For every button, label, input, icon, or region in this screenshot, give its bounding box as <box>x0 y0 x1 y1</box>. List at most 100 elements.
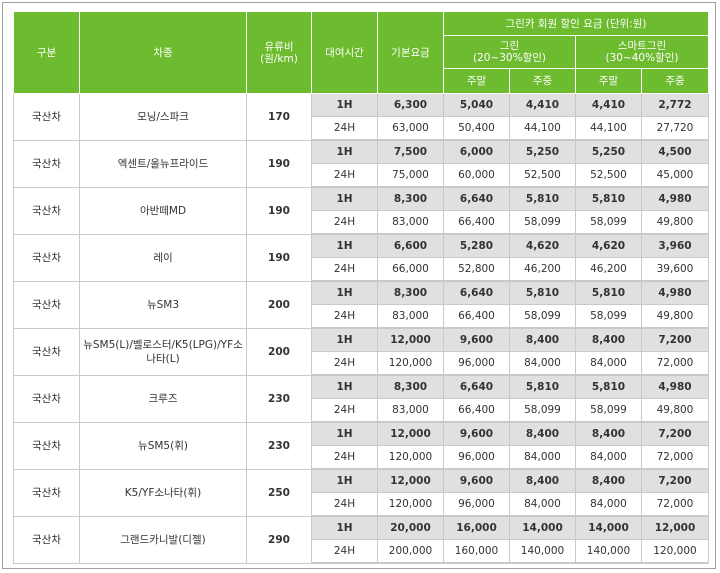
cell-rental-time: 24H <box>311 445 378 470</box>
cell-category: 국산차 <box>13 327 80 376</box>
table-body: 국산차 모닝/스파크 170 1H 6,300 5,040 4,410 4,410 2,772 2… <box>13 93 710 564</box>
cell-smart-weekend: 46,200 <box>575 257 642 282</box>
cell-category: 국산차 <box>13 468 80 517</box>
cell-fuel-cost: 170 <box>246 93 312 141</box>
cell-smart-weekend: 84,000 <box>575 445 642 470</box>
cell-rental-time: 24H <box>311 163 378 188</box>
table-row: 국산차 레이 190 1H 6,600 5,280 4,620 4,620 3,960 <box>13 233 710 282</box>
cell-rental-time: 24H <box>311 116 378 141</box>
cell-base-fee: 120,000 <box>377 351 444 376</box>
table-row: 국산차 뉴SM5(L)/벨로스터/K5(LPG)/YF소나타(L) 200 1H 12,… <box>13 327 710 376</box>
cell-base-fee: 83,000 <box>377 210 444 235</box>
cell-smart-weekend: 140,000 <box>575 539 642 564</box>
header-green-text: 그린 (20~30%할인) <box>472 40 546 64</box>
header-car-model: 차종 <box>79 11 247 94</box>
table-row: 국산차 크루즈 230 1H 8,300 6,640 5,810 5,810 4,980 <box>13 374 710 423</box>
cell-base-fee: 83,000 <box>377 398 444 423</box>
table-row: 24H 83,000 66,400 58,099 58,099 49,800 <box>14 304 710 329</box>
cell-smart-weekend: 4,620 <box>575 233 642 258</box>
cell-smart-weekday: 27,720 <box>640 116 710 141</box>
cell-base-fee: 120,000 <box>377 492 444 517</box>
header-base-fee: 기본요금 <box>377 11 444 94</box>
table-row: 국산차 그랜드카니발(디젤) 290 1H 20,000 16,000 14,000 14,0… <box>13 515 710 564</box>
cell-green-weekday: 8,400 <box>509 421 576 446</box>
header-smart-weekend: 주말 <box>575 68 642 94</box>
table-row: 국산차 모닝/스파크 170 1H 6,300 5,040 4,410 4,410 2,772 <box>13 93 710 141</box>
cell-smart-weekday: 4,500 <box>640 139 710 164</box>
table-row: 국산차 뉴SM3 200 1H 8,300 6,640 5,810 5,810 4,980 <box>13 280 710 329</box>
cell-green-weekend: 160,000 <box>443 539 510 564</box>
cell-car-model: K5/YF소나타(휘) <box>79 468 247 517</box>
cell-smart-weekday: 45,000 <box>640 163 710 188</box>
cell-smart-weekend: 4,410 <box>575 93 642 117</box>
cell-green-weekend: 66,400 <box>443 304 510 329</box>
cell-fuel-cost: 190 <box>246 139 312 188</box>
cell-car-model: 뉴SM3 <box>79 280 247 329</box>
cell-base-fee: 6,600 <box>377 233 444 258</box>
cell-car-model: 엑센트/올뉴프라이드 <box>79 139 247 188</box>
header-member-discount: 그린카 회원 할인 요금 (단위:원) <box>442 11 710 36</box>
cell-smart-weekend: 52,500 <box>575 163 642 188</box>
table-row: 국산차 아반떼MD 190 1H 8,300 6,640 5,810 5,810 4,980 <box>13 186 710 235</box>
cell-rental-time: 1H <box>311 93 378 117</box>
cell-rental-time: 1H <box>311 374 378 399</box>
cell-smart-weekday: 4,980 <box>640 186 710 211</box>
cell-base-fee: 83,000 <box>377 304 444 329</box>
cell-smart-weekday: 7,200 <box>640 327 710 352</box>
cell-green-weekday: 44,100 <box>509 116 576 141</box>
cell-green-weekday: 8,400 <box>509 327 576 352</box>
cell-smart-weekend: 14,000 <box>575 515 642 540</box>
cell-green-weekend: 60,000 <box>443 163 510 188</box>
cell-car-model: 레이 <box>79 233 247 282</box>
table-row: 24H 75,000 60,000 52,500 52,500 45,000 <box>14 163 710 188</box>
cell-fuel-cost: 190 <box>246 233 312 282</box>
header-fuel-cost-text: 유류비 (원/km) <box>260 40 298 65</box>
cell-rental-time: 24H <box>311 398 378 423</box>
cell-car-model: 아반떼MD <box>79 186 247 235</box>
cell-smart-weekend: 58,099 <box>575 210 642 235</box>
table-row: 24H 200,000 160,000 140,000 140,000 120,000 <box>14 539 710 564</box>
cell-category: 국산차 <box>13 421 80 470</box>
cell-rental-time: 1H <box>311 233 378 258</box>
cell-smart-weekday: 4,980 <box>640 280 710 305</box>
cell-green-weekend: 66,400 <box>443 210 510 235</box>
cell-car-model: 모닝/스파크 <box>79 93 247 141</box>
cell-smart-weekend: 5,250 <box>575 139 642 164</box>
table-row: 24H 66,000 52,800 46,200 46,200 39,600 <box>14 257 710 282</box>
cell-fuel-cost: 200 <box>246 327 312 376</box>
cell-smart-weekend: 5,810 <box>575 186 642 211</box>
cell-smart-weekend: 58,099 <box>575 398 642 423</box>
cell-smart-weekday: 72,000 <box>640 351 710 376</box>
cell-smart-weekend: 84,000 <box>575 351 642 376</box>
cell-category: 국산차 <box>13 186 80 235</box>
cell-base-fee: 200,000 <box>377 539 444 564</box>
cell-rental-time: 1H <box>311 468 378 493</box>
cell-smart-weekend: 8,400 <box>575 468 642 493</box>
cell-base-fee: 8,300 <box>377 374 444 399</box>
cell-base-fee: 20,000 <box>377 515 444 540</box>
header-fuel-cost: 유류비 (원/km) <box>246 11 312 94</box>
cell-green-weekday: 58,099 <box>509 398 576 423</box>
cell-rental-time: 24H <box>311 539 378 564</box>
table-row: 24H 120,000 96,000 84,000 84,000 72,000 <box>14 492 710 517</box>
cell-smart-weekday: 7,200 <box>640 421 710 446</box>
cell-fuel-cost: 230 <box>246 421 312 470</box>
cell-base-fee: 6,300 <box>377 93 444 117</box>
cell-green-weekday: 84,000 <box>509 445 576 470</box>
cell-smart-weekend: 8,400 <box>575 327 642 352</box>
cell-smart-weekday: 72,000 <box>640 492 710 517</box>
cell-green-weekday: 5,810 <box>509 280 576 305</box>
header-category: 구분 <box>13 11 80 94</box>
cell-car-model: 뉴SM5(L)/벨로스터/K5(LPG)/YF소나타(L) <box>79 327 247 376</box>
cell-fuel-cost: 200 <box>246 280 312 329</box>
header-green-weekday: 주중 <box>509 68 576 94</box>
cell-car-model: 그랜드카니발(디젤) <box>79 515 247 564</box>
table-row: 24H 83,000 66,400 58,099 58,099 49,800 <box>14 398 710 423</box>
table-header: 구분 차종 유류비 (원/km) 대여시간 기본요금 그린카 회원 할인 요금 … <box>13 11 710 94</box>
cell-smart-weekday: 12,000 <box>640 515 710 540</box>
cell-category: 국산차 <box>13 139 80 188</box>
cell-green-weekend: 5,280 <box>443 233 510 258</box>
cell-smart-weekday: 49,800 <box>640 210 710 235</box>
cell-green-weekend: 9,600 <box>443 327 510 352</box>
cell-green-weekday: 52,500 <box>509 163 576 188</box>
